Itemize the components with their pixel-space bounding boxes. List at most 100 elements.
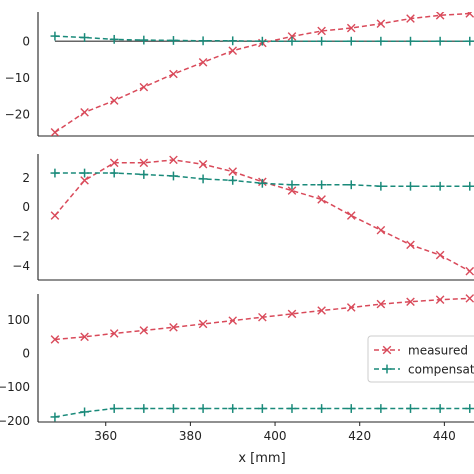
x-tick-label: 400: [264, 429, 287, 443]
data-point-measured: [406, 297, 415, 307]
data-point-compensated: [80, 168, 89, 178]
data-point-measured: [435, 295, 445, 305]
data-point-compensated: [198, 174, 208, 184]
data-point-measured: [109, 158, 119, 168]
y-tick-label: 2: [22, 171, 30, 185]
data-point-measured: [50, 128, 60, 136]
data-point-compensated: [257, 36, 267, 46]
data-point-measured: [376, 299, 386, 309]
legend-box: [367, 335, 474, 383]
middle-panel: 2 0 −2 −4: [12, 154, 474, 281]
data-point-measured: [465, 266, 474, 276]
series-line-compensated: [54, 172, 470, 187]
data-point-compensated: [169, 36, 178, 45]
data-point-measured: [50, 211, 60, 220]
data-point-compensated: [169, 404, 178, 413]
data-point-measured: [139, 82, 149, 92]
data-point-measured: [435, 250, 445, 260]
data-point-compensated: [346, 180, 356, 190]
bottom-panel: 100 0 −100 −200 360 380 400 420 440 measured compe…: [0, 294, 474, 443]
data-point-measured: [465, 12, 474, 18]
y-tick-label: −200: [0, 414, 30, 428]
x-tick-label: 380: [179, 429, 202, 443]
data-point-compensated: [346, 404, 356, 413]
x-tick-label: 420: [348, 429, 371, 443]
data-point-measured: [139, 326, 149, 335]
data-point-measured: [346, 303, 356, 312]
series-line-measured: [54, 12, 470, 134]
data-point-compensated: [228, 36, 238, 46]
x-tick-label: 360: [94, 429, 117, 443]
y-tick-label: −10: [5, 71, 30, 85]
plot-area: [50, 294, 474, 422]
data-point-compensated: [109, 404, 119, 413]
y-tick-label: 100: [7, 313, 30, 327]
plot-area: [50, 155, 474, 276]
series-line-measured: [54, 159, 471, 272]
data-point-compensated: [228, 404, 238, 413]
data-point-measured: [287, 309, 297, 319]
x-tick-label: 440: [433, 429, 456, 443]
data-point-measured: [109, 96, 119, 105]
data-point-measured: [198, 58, 208, 67]
data-point-compensated: [109, 34, 119, 44]
data-point-measured: [346, 211, 356, 220]
data-point-measured: [198, 319, 208, 329]
data-point-compensated: [287, 180, 297, 190]
data-point-measured: [50, 335, 60, 344]
data-point-measured: [346, 23, 356, 33]
data-point-compensated: [198, 404, 208, 413]
legend: measured compensat: [367, 335, 474, 383]
data-point-compensated: [228, 175, 238, 185]
data-point-compensated: [465, 36, 474, 46]
y-tick-label: −20: [5, 108, 30, 122]
legend-label: measured: [408, 344, 468, 358]
y-tick-label: −100: [0, 380, 30, 394]
y-tick-label: 0: [22, 200, 30, 214]
x-axis-title: x [mm]: [238, 451, 285, 466]
data-point-measured: [228, 316, 238, 325]
top-panel: 0 −10 −20: [5, 12, 474, 137]
data-point-compensated: [198, 36, 208, 46]
data-point-measured: [80, 107, 89, 117]
data-point-compensated: [435, 404, 445, 413]
data-point-measured: [317, 195, 326, 204]
data-point-compensated: [317, 180, 327, 190]
data-point-compensated: [376, 181, 386, 191]
data-point-compensated: [257, 404, 267, 413]
data-point-compensated: [50, 168, 60, 178]
data-point-measured: [465, 294, 474, 303]
data-point-compensated: [317, 36, 327, 46]
data-point-compensated: [139, 404, 149, 413]
data-point-compensated: [376, 36, 386, 46]
data-point-compensated: [435, 181, 445, 191]
data-point-measured: [228, 167, 238, 176]
plot-area: [50, 12, 474, 136]
data-point-measured: [376, 19, 386, 28]
data-point-compensated: [257, 178, 267, 188]
data-point-measured: [80, 176, 89, 185]
data-point-measured: [198, 159, 208, 169]
data-point-compensated: [406, 404, 415, 413]
data-point-measured: [80, 332, 89, 342]
data-point-measured: [258, 312, 267, 322]
data-point-measured: [228, 46, 238, 55]
y-tick-label: 0: [22, 346, 30, 360]
data-point-compensated: [50, 31, 60, 41]
data-point-measured: [435, 12, 445, 20]
data-point-compensated: [465, 404, 474, 413]
data-point-compensated: [50, 412, 60, 422]
data-point-compensated: [80, 407, 89, 417]
data-point-compensated: [376, 404, 386, 413]
data-point-compensated: [109, 168, 119, 178]
data-point-measured: [109, 329, 119, 338]
data-point-compensated: [139, 35, 149, 45]
data-point-compensated: [346, 36, 356, 46]
data-point-measured: [139, 158, 149, 168]
legend-marker-measured: [382, 345, 392, 355]
y-tick-label: 0: [22, 35, 30, 49]
data-point-measured: [317, 26, 326, 36]
data-point-compensated: [406, 181, 415, 191]
data-point-compensated: [435, 36, 445, 46]
